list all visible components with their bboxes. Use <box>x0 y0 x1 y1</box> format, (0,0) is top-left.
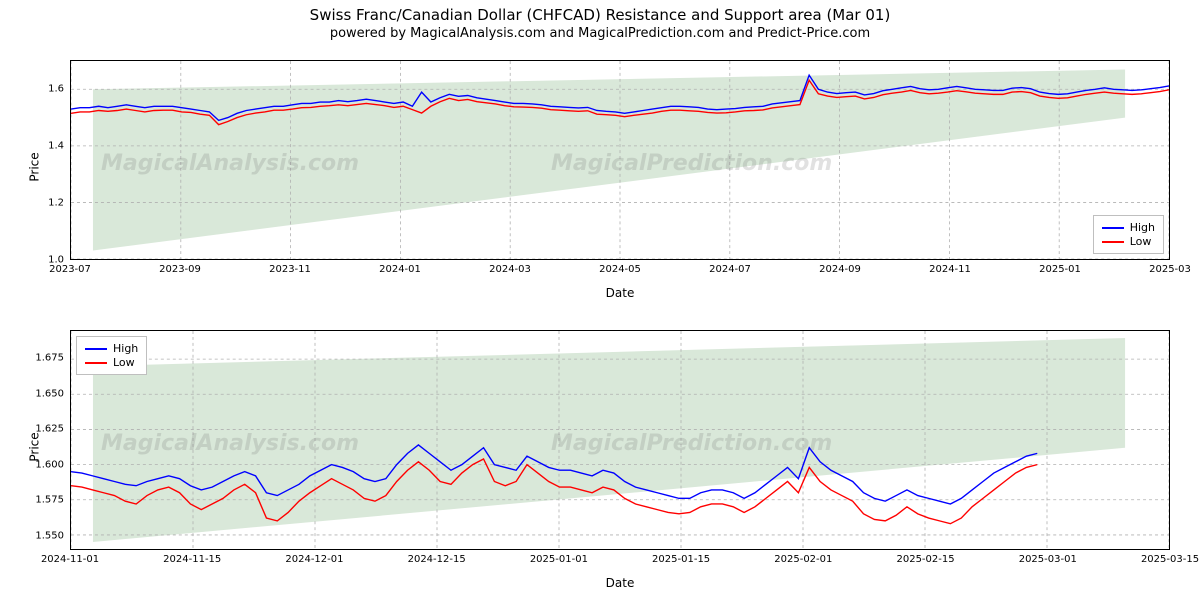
top-ytick-label: 1.6 <box>48 83 64 94</box>
bottom-ytick-label: 1.575 <box>35 495 64 506</box>
bottom-xtick-label: 2025-01-01 <box>530 554 588 565</box>
top-xtick-label: 2024-07 <box>709 264 751 275</box>
top-xtick-label: 2023-09 <box>159 264 201 275</box>
bottom-ytick-label: 1.600 <box>35 459 64 470</box>
legend-item: High <box>1102 221 1155 234</box>
top-xtick-label: 2023-07 <box>49 264 91 275</box>
bottom-xtick-label: 2024-11-15 <box>163 554 221 565</box>
top-x-axis-title: Date <box>70 286 1170 300</box>
legend-item: Low <box>85 356 138 369</box>
bottom-plot-area: MagicalAnalysis.com MagicalPrediction.co… <box>70 330 1170 550</box>
legend-label: Low <box>1130 235 1152 248</box>
bottom-panel: MagicalAnalysis.com MagicalPrediction.co… <box>70 330 1170 550</box>
bottom-legend: HighLow <box>76 336 147 375</box>
bottom-xtick-label: 2024-12-15 <box>408 554 466 565</box>
top-xtick-label: 2024-01 <box>379 264 421 275</box>
bottom-ytick-label: 1.550 <box>35 530 64 541</box>
bottom-xtick-label: 2025-03-01 <box>1019 554 1077 565</box>
titles-block: Swiss Franc/Canadian Dollar (CHFCAD) Res… <box>0 0 1200 41</box>
top-support-area <box>93 69 1125 250</box>
bottom-ytick-label: 1.675 <box>35 353 64 364</box>
legend-label: Low <box>113 356 135 369</box>
top-legend: HighLow <box>1093 215 1164 254</box>
top-xtick-label: 2023-11 <box>269 264 311 275</box>
bottom-x-axis-title: Date <box>70 576 1170 590</box>
bottom-xtick-label: 2024-11-01 <box>41 554 99 565</box>
legend-item: High <box>85 342 138 355</box>
bottom-xtick-label: 2025-02-15 <box>896 554 954 565</box>
top-xtick-label: 2024-09 <box>819 264 861 275</box>
bottom-svg <box>71 331 1169 549</box>
top-y-axis-title: Price <box>28 152 42 181</box>
bottom-xtick-label: 2025-02-01 <box>774 554 832 565</box>
legend-swatch <box>1102 227 1124 229</box>
bottom-xtick-label: 2025-03-15 <box>1141 554 1199 565</box>
bottom-xtick-label: 2024-12-01 <box>285 554 343 565</box>
top-xtick-label: 2024-03 <box>489 264 531 275</box>
chart-subtitle: powered by MagicalAnalysis.com and Magic… <box>0 26 1200 41</box>
top-xtick-label: 2025-03 <box>1149 264 1191 275</box>
legend-item: Low <box>1102 235 1155 248</box>
bottom-xtick-label: 2025-01-15 <box>652 554 710 565</box>
bottom-ytick-label: 1.625 <box>35 424 64 435</box>
top-xtick-label: 2024-05 <box>599 264 641 275</box>
top-xtick-label: 2025-01 <box>1039 264 1081 275</box>
top-xtick-label: 2024-11 <box>929 264 971 275</box>
top-ytick-label: 1.2 <box>48 197 64 208</box>
top-svg <box>71 61 1169 259</box>
bottom-support-area <box>93 338 1125 542</box>
legend-label: High <box>113 342 138 355</box>
top-panel: MagicalAnalysis.com MagicalPrediction.co… <box>70 60 1170 260</box>
chart-root: Swiss Franc/Canadian Dollar (CHFCAD) Res… <box>0 0 1200 600</box>
bottom-ytick-label: 1.650 <box>35 388 64 399</box>
legend-swatch <box>1102 241 1124 243</box>
top-ytick-label: 1.4 <box>48 140 64 151</box>
bottom-y-axis-title: Price <box>28 432 42 461</box>
legend-label: High <box>1130 221 1155 234</box>
top-plot-area: MagicalAnalysis.com MagicalPrediction.co… <box>70 60 1170 260</box>
chart-title: Swiss Franc/Canadian Dollar (CHFCAD) Res… <box>0 6 1200 24</box>
legend-swatch <box>85 348 107 350</box>
legend-swatch <box>85 362 107 364</box>
